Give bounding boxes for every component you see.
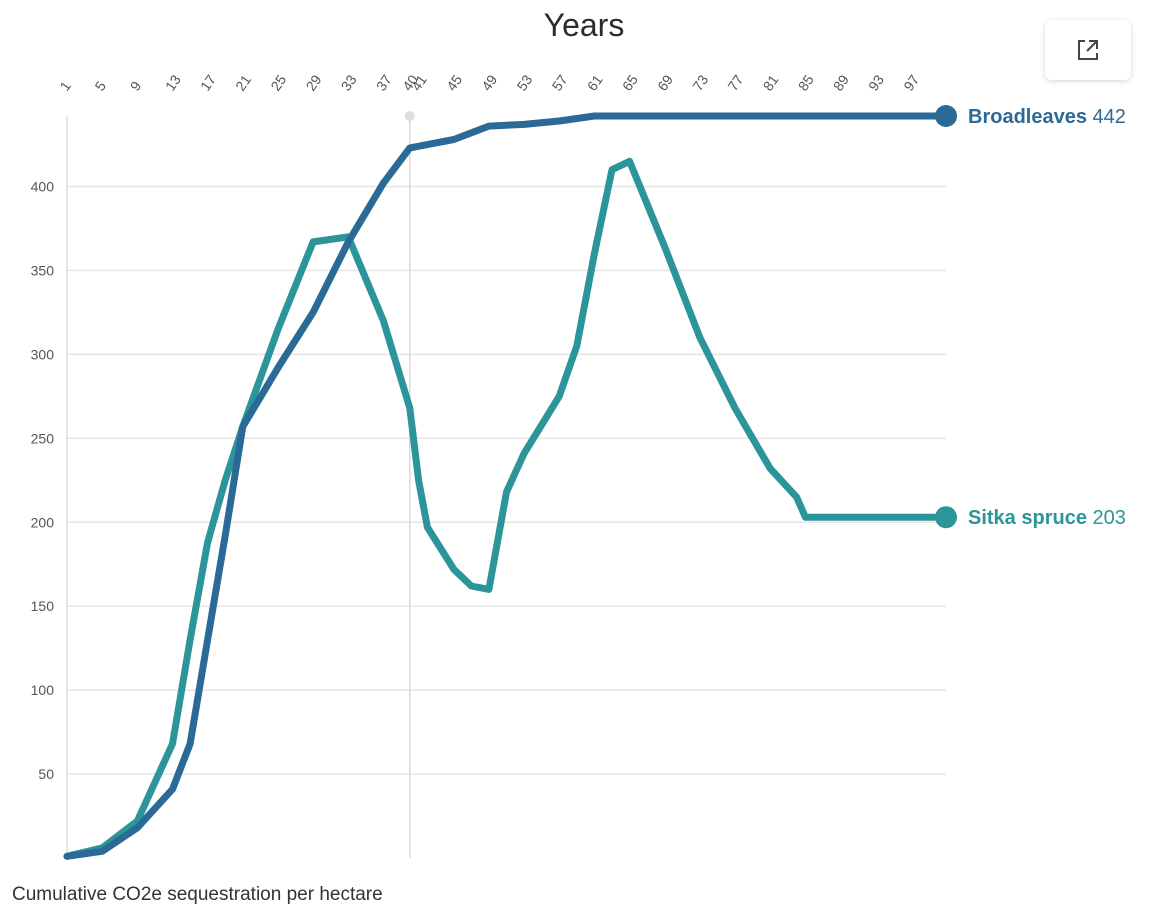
y-tick-label: 200: [31, 514, 55, 530]
x-tick-label: 17: [197, 72, 219, 94]
series-lines: [63, 112, 950, 860]
chart-caption: Cumulative CO2e sequestration per hectar…: [12, 884, 383, 905]
series-end-marker-broadleaves[interactable]: [935, 105, 957, 127]
x-tick-label: 53: [513, 72, 535, 94]
series-line-sitka-spruce[interactable]: [63, 157, 950, 860]
x-tick-label: 97: [900, 72, 922, 94]
y-axis-ticks: 50 100 150 200 250 300 350 400: [31, 179, 55, 783]
x-tick-label: 93: [865, 72, 887, 94]
chart-title: Years: [544, 7, 625, 43]
y-tick-label: 100: [31, 682, 55, 698]
series-line-broadleaves[interactable]: [63, 112, 950, 860]
x-tick-label: 45: [443, 72, 465, 94]
series-end-label-broadleaves: Broadleaves 442: [968, 106, 1126, 128]
x-tick-label: 49: [478, 72, 500, 94]
x-tick-label: 25: [267, 72, 289, 94]
series-name: Broadleaves: [968, 106, 1087, 128]
x-tick-label: 33: [338, 72, 360, 94]
x-tick-label: 21: [232, 72, 254, 94]
x-tick-label: 1: [56, 78, 74, 94]
x-tick-label: 29: [302, 72, 324, 94]
open-external-button[interactable]: [1045, 20, 1131, 80]
series-name: Sitka spruce: [968, 507, 1087, 529]
hover-guide-dot: [404, 111, 415, 121]
x-tick-label: 61: [584, 72, 606, 94]
x-tick-label: 85: [795, 72, 817, 94]
y-tick-label: 50: [38, 766, 54, 782]
series-end-label-sitka-spruce: Sitka spruce 203: [968, 507, 1126, 529]
x-tick-label: 5: [92, 78, 110, 94]
y-tick-label: 250: [31, 430, 55, 446]
y-tick-label: 150: [31, 598, 55, 614]
x-tick-label: 9: [127, 78, 145, 94]
x-tick-label: 37: [373, 72, 395, 94]
x-tick-label: 81: [760, 72, 782, 94]
series-end-value: 203: [1087, 507, 1126, 529]
external-link-icon: [1078, 40, 1098, 60]
x-tick-label: 77: [724, 72, 746, 94]
hover-marker: [404, 111, 415, 858]
series-end-value: 442: [1087, 106, 1126, 128]
x-tick-label: 65: [619, 72, 641, 94]
series-end-labels: Broadleaves 442 Sitka spruce 203: [935, 105, 1126, 529]
y-tick-label: 300: [31, 346, 55, 362]
x-tick-label: 73: [689, 72, 711, 94]
x-tick-label: 69: [654, 72, 676, 94]
x-tick-label: 13: [162, 72, 184, 94]
y-tick-label: 400: [31, 179, 55, 195]
x-tick-label: 89: [830, 72, 852, 94]
y-tick-label: 350: [31, 262, 55, 278]
x-tick-label: 57: [549, 72, 571, 94]
series-end-marker-sitka-spruce[interactable]: [935, 506, 957, 529]
